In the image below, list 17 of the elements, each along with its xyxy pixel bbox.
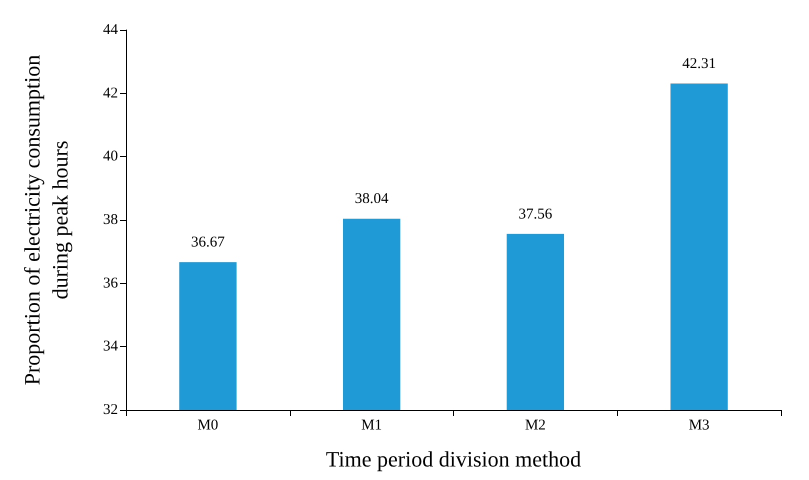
data-label: 42.31	[682, 56, 716, 72]
y-tick-label: 34	[103, 338, 118, 355]
y-tick-label: 36	[103, 275, 118, 292]
x-tick-label: M0	[197, 418, 218, 434]
y-tick-label: 32	[103, 402, 118, 418]
x-tick-label: M2	[524, 418, 546, 434]
y-axis-title: Proportion of electricity consumption during peak hours	[20, 54, 72, 386]
data-label: 37.56	[518, 206, 553, 222]
y-tick-label: 38	[103, 212, 118, 228]
x-tick-label: M3	[688, 418, 710, 434]
x-tick-label: M1	[361, 418, 382, 434]
data-label: 38.04	[354, 191, 389, 208]
y-tick-label: 42	[103, 85, 118, 102]
y-tick-label: 40	[103, 148, 118, 165]
y-tick-label: 44	[103, 22, 118, 38]
x-axis-title: Time period division method	[326, 446, 582, 472]
data-label: 36.67	[191, 234, 226, 251]
